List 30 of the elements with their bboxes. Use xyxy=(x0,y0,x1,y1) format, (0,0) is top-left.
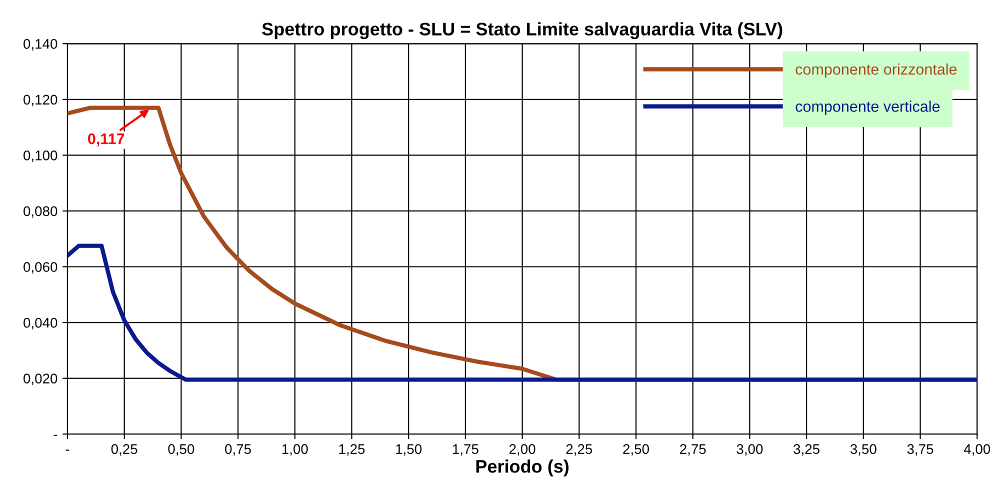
x-tick-label: 0,50 xyxy=(168,444,194,456)
x-tick-label: 0,25 xyxy=(111,444,138,456)
x-tick-label: 1,50 xyxy=(396,444,422,456)
y-tick-label: 0,140 xyxy=(24,38,58,50)
x-axis-title: Periodo (s) xyxy=(476,460,569,476)
x-tick-label: 3,25 xyxy=(794,444,820,456)
x-tick-label: 0,75 xyxy=(225,444,251,456)
x-tick-label: 1,00 xyxy=(282,444,308,456)
y-tick-label: - xyxy=(54,434,58,436)
x-tick-label: 2,00 xyxy=(509,444,536,456)
text: componente verticale xyxy=(796,100,940,115)
annotation: 0,117 xyxy=(88,133,124,146)
y-tick-label: 0,040 xyxy=(24,318,58,330)
x-tick-label: 4,00 xyxy=(964,444,990,456)
chart-title: Spettro progetto - SLU = Stato Limite salvaguardia Vita (SLV) xyxy=(262,22,782,40)
y-tick-label: 0,100 xyxy=(24,150,58,162)
x-tick-label: 3,75 xyxy=(907,444,934,456)
x-tick-label: 2,25 xyxy=(566,444,592,456)
x-tick-label: 2,50 xyxy=(623,444,649,456)
x-tick-label: 3,50 xyxy=(850,444,876,456)
y-tick-label: 0,120 xyxy=(24,94,58,106)
x-tick-label: 1,75 xyxy=(452,444,478,456)
y-tick-label: 0,080 xyxy=(24,206,58,218)
y-tick-label: 0,060 xyxy=(24,262,58,274)
x-tick-label: 1,25 xyxy=(339,444,365,456)
x-tick-label: - xyxy=(66,450,70,451)
text: componente orizzontale xyxy=(796,64,957,78)
y-tick-label: 0,020 xyxy=(24,374,58,386)
x-tick-label: 3,00 xyxy=(736,444,763,456)
x-tick-label: 2,75 xyxy=(680,444,706,456)
